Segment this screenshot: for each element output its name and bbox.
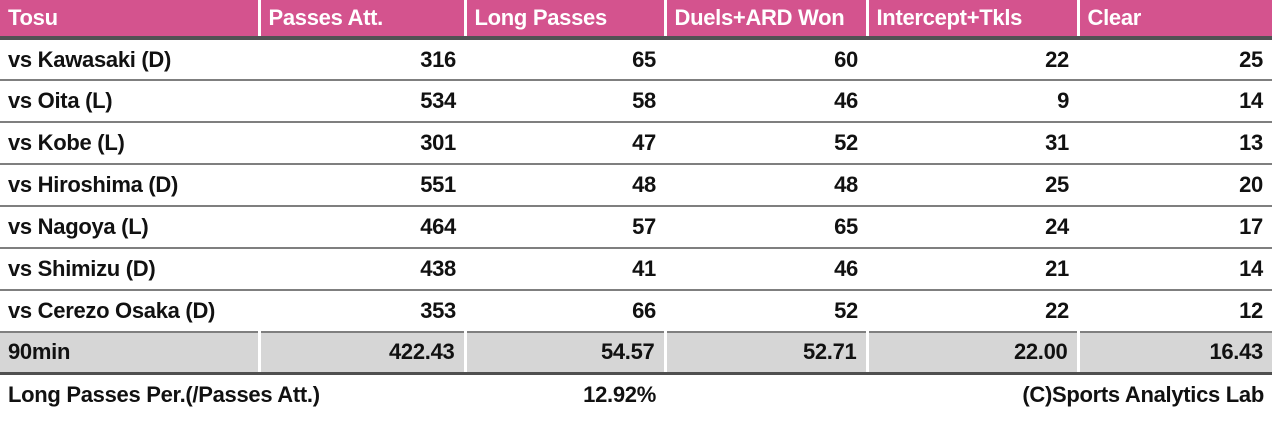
value-cell: 14 <box>1078 248 1272 291</box>
value-cell: 48 <box>465 164 665 207</box>
value-cell: 301 <box>259 122 465 165</box>
value-cell: 65 <box>465 38 665 81</box>
value-cell: 31 <box>867 122 1078 165</box>
opponent-cell: vs Shimizu (D) <box>0 248 259 291</box>
column-header-intercept-tkls: Intercept+Tkls <box>867 0 1080 40</box>
header-row: Tosu Passes Att. Long Passes Duels+ARD W… <box>0 0 1272 40</box>
column-header-clear: Clear <box>1078 0 1272 40</box>
table-header: Tosu Passes Att. Long Passes Duels+ARD W… <box>0 0 1272 40</box>
opponent-cell: vs Kobe (L) <box>0 122 259 165</box>
value-cell: 316 <box>259 38 465 81</box>
table-body: vs Kawasaki (D) 316 65 60 22 25 vs Oita … <box>0 38 1272 415</box>
value-cell: 9 <box>867 80 1078 123</box>
opponent-cell: vs Nagoya (L) <box>0 206 259 249</box>
value-cell: 25 <box>1078 38 1272 81</box>
column-header-long-passes: Long Passes <box>465 0 667 40</box>
value-cell: 58 <box>465 80 665 123</box>
value-cell: 66 <box>465 290 665 333</box>
match-row: vs Shimizu (D) 438 41 46 21 14 <box>0 248 1272 291</box>
value-cell: 14 <box>1078 80 1272 123</box>
summary-row-90min: 90min 422.43 54.57 52.71 22.00 16.43 <box>0 332 1272 375</box>
value-cell: 22 <box>867 290 1078 333</box>
match-row: vs Oita (L) 534 58 46 9 14 <box>0 80 1272 123</box>
value-cell: 60 <box>665 38 867 81</box>
value-cell: 47 <box>465 122 665 165</box>
value-cell: 22 <box>867 38 1078 81</box>
value-cell: 57 <box>465 206 665 249</box>
value-cell: 46 <box>665 80 867 123</box>
value-cell: 17 <box>1078 206 1272 249</box>
match-row: vs Hiroshima (D) 551 48 48 25 20 <box>0 164 1272 207</box>
summary-value-cell: 22.00 <box>867 332 1080 375</box>
match-row: vs Kobe (L) 301 47 52 31 13 <box>0 122 1272 165</box>
value-cell: 52 <box>665 122 867 165</box>
value-cell: 48 <box>665 164 867 207</box>
value-cell: 24 <box>867 206 1078 249</box>
value-cell: 534 <box>259 80 465 123</box>
summary-label-cell: 90min <box>0 332 261 375</box>
value-cell: 551 <box>259 164 465 207</box>
column-header-passes-att: Passes Att. <box>259 0 467 40</box>
value-cell: 65 <box>665 206 867 249</box>
value-cell: 21 <box>867 248 1078 291</box>
match-row: vs Cerezo Osaka (D) 353 66 52 22 12 <box>0 290 1272 333</box>
summary-value-cell: 422.43 <box>259 332 467 375</box>
opponent-cell: vs Cerezo Osaka (D) <box>0 290 259 333</box>
opponent-cell: vs Oita (L) <box>0 80 259 123</box>
footer-row: Long Passes Per.(/Passes Att.) 12.92% (C… <box>0 373 1272 415</box>
value-cell: 46 <box>665 248 867 291</box>
footer-metric-value: 12.92% <box>465 373 665 415</box>
credit-label: (C)Sports Analytics Lab <box>665 373 1272 415</box>
summary-value-cell: 52.71 <box>665 332 869 375</box>
opponent-cell: vs Kawasaki (D) <box>0 38 259 81</box>
value-cell: 20 <box>1078 164 1272 207</box>
value-cell: 13 <box>1078 122 1272 165</box>
summary-value-cell: 54.57 <box>465 332 667 375</box>
value-cell: 52 <box>665 290 867 333</box>
value-cell: 438 <box>259 248 465 291</box>
footer-metric-label: Long Passes Per.(/Passes Att.) <box>0 373 465 415</box>
summary-value-cell: 16.43 <box>1078 332 1272 375</box>
value-cell: 464 <box>259 206 465 249</box>
value-cell: 41 <box>465 248 665 291</box>
column-header-team: Tosu <box>0 0 261 40</box>
value-cell: 25 <box>867 164 1078 207</box>
match-row: vs Nagoya (L) 464 57 65 24 17 <box>0 206 1272 249</box>
column-header-duels-ard-won: Duels+ARD Won <box>665 0 869 40</box>
opponent-cell: vs Hiroshima (D) <box>0 164 259 207</box>
value-cell: 353 <box>259 290 465 333</box>
match-row: vs Kawasaki (D) 316 65 60 22 25 <box>0 38 1272 81</box>
value-cell: 12 <box>1078 290 1272 333</box>
